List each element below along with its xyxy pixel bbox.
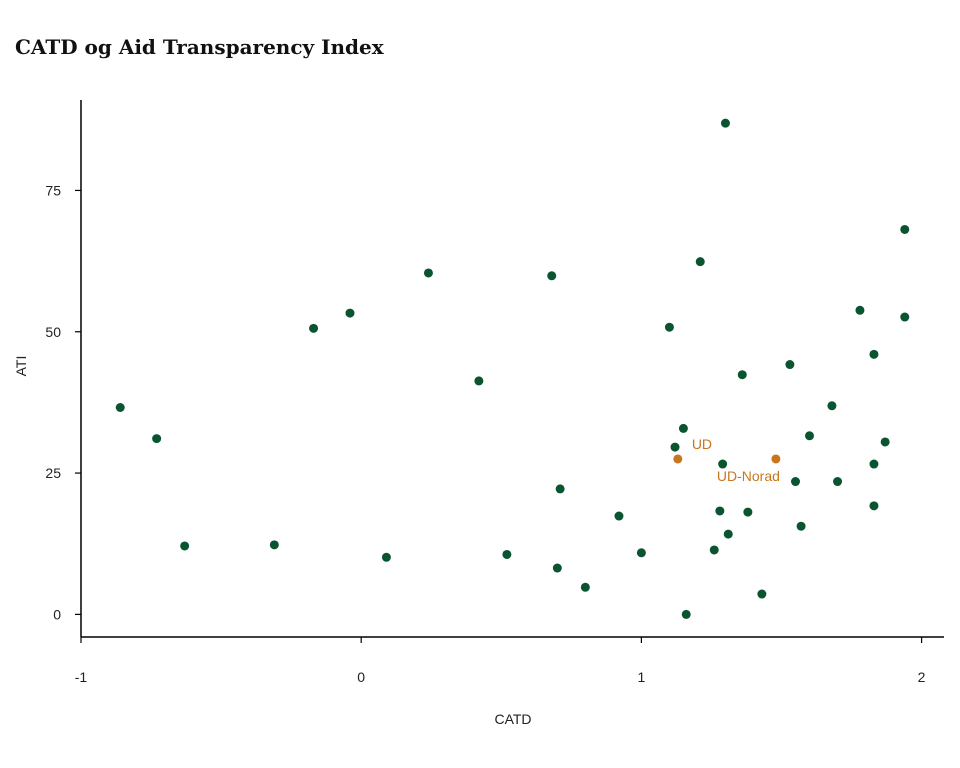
chart-title: CATD og Aid Transparency Index	[15, 35, 385, 59]
x-tick-label: -1	[75, 669, 88, 685]
data-point	[743, 507, 753, 517]
data-point	[555, 484, 565, 494]
data-point	[720, 118, 730, 128]
data-point	[900, 312, 910, 322]
data-point	[681, 609, 691, 619]
data-point	[737, 370, 747, 380]
highlight-point	[771, 454, 781, 464]
data-point	[757, 589, 767, 599]
data-point	[678, 423, 688, 433]
data-point	[805, 431, 815, 441]
data-point	[345, 308, 355, 318]
highlight-point	[673, 454, 683, 464]
data-point	[790, 477, 800, 487]
data-point	[695, 257, 705, 267]
data-point	[715, 506, 725, 516]
point-label: UD	[692, 436, 712, 452]
data-point	[869, 501, 879, 511]
data-point	[833, 477, 843, 487]
data-point	[869, 349, 879, 359]
data-point	[614, 511, 624, 521]
point-annotations: UD UD-Norad	[692, 436, 780, 484]
data-point	[900, 224, 910, 234]
data-point	[552, 563, 562, 573]
data-point	[423, 268, 433, 278]
y-tick-label: 50	[45, 324, 61, 340]
y-tick-label: 75	[45, 182, 61, 198]
data-point	[580, 582, 590, 592]
data-point	[670, 442, 680, 452]
data-point	[855, 305, 865, 315]
x-tick-label: 2	[918, 669, 926, 685]
data-point	[880, 437, 890, 447]
data-point	[115, 403, 125, 413]
data-point	[474, 376, 484, 386]
data-point	[664, 322, 674, 332]
data-point	[718, 459, 728, 469]
axes	[80, 100, 944, 638]
data-point	[381, 552, 391, 562]
data-point	[502, 549, 512, 559]
y-axis-title: ATI	[13, 356, 29, 377]
data-point	[636, 548, 646, 558]
data-point	[547, 271, 557, 281]
data-point	[309, 323, 319, 333]
data-point	[723, 529, 733, 539]
axis-ticks: -1 0 1 2 0 25 50 75	[45, 182, 925, 685]
x-axis-title: CATD	[494, 711, 531, 727]
point-label: UD-Norad	[717, 468, 780, 484]
data-point	[269, 540, 279, 550]
data-point	[869, 459, 879, 469]
x-tick-label: 0	[357, 669, 365, 685]
data-point	[152, 434, 162, 444]
y-tick-label: 25	[45, 465, 61, 481]
data-point	[180, 541, 190, 551]
data-point	[785, 360, 795, 370]
x-tick-label: 1	[637, 669, 645, 685]
y-tick-label: 0	[53, 606, 61, 622]
data-point	[796, 521, 806, 531]
data-point	[827, 401, 837, 411]
data-points	[115, 118, 910, 619]
data-point	[709, 545, 719, 555]
